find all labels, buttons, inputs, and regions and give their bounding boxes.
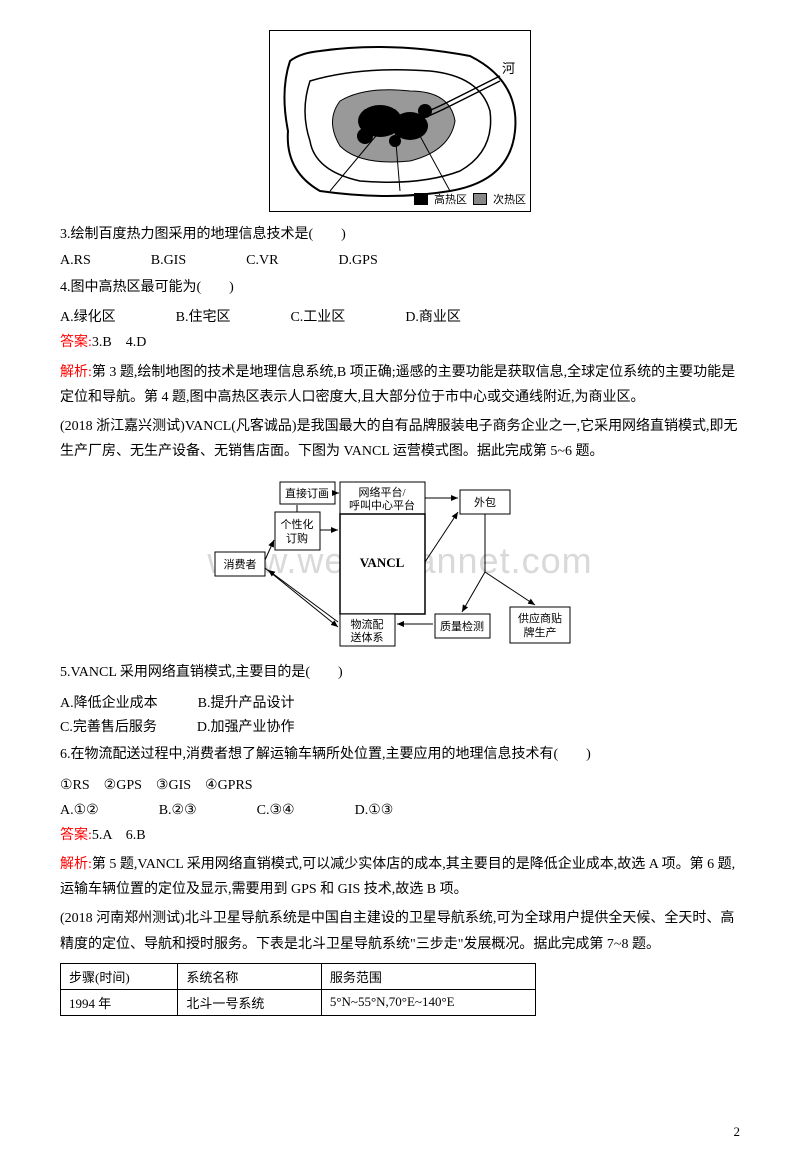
node-direct: 直接订画 — [285, 486, 329, 500]
node-quality: 质量检测 — [440, 619, 484, 633]
node-outsource: 外包 — [474, 496, 496, 509]
q5-opt-d: D.加强产业协作 — [197, 716, 295, 736]
question-6-choices: ①RS ②GPS ③GIS ④GPRS — [60, 773, 740, 798]
q6-opt-a: A.①② — [60, 802, 99, 819]
table-row: 1994 年 北斗一号系统 5°N~55°N,70°E~140°E — [61, 989, 536, 1015]
q4-opt-d: D.商业区 — [405, 306, 461, 326]
node-supplier-l2: 牌生产 — [524, 625, 557, 639]
vancl-flowchart: 消费者 个性化 订购 直接订画 网络平台/ 呼叫中心平台 VANCL 物流配 送… — [210, 472, 590, 652]
answer-label-56: 答案: — [60, 828, 92, 843]
explanation-56: 解析:第 5 题,VANCL 采用网络直销模式,可以减少实体店的成本,其主要目的… — [60, 852, 740, 902]
heatmap-legend: 高热区 次热区 — [414, 191, 526, 207]
node-platform-l1: 网络平台/ — [358, 485, 406, 499]
explanation-56-text: 第 5 题,VANCL 采用网络直销模式,可以减少实体店的成本,其主要目的是降低… — [60, 857, 735, 897]
q6-opt-d: D.①③ — [355, 802, 394, 819]
q6-opt-c: C.③④ — [257, 802, 295, 819]
table-header-row: 步骤(时间) 系统名称 服务范围 — [61, 963, 536, 989]
q6-opt-b: B.②③ — [159, 802, 197, 819]
answer-34: 答案:3.B 4.D — [60, 330, 740, 355]
heatmap-figure: 河 高热区 次热区 — [269, 30, 531, 212]
cell-range: 5°N~55°N,70°E~140°E — [321, 989, 535, 1015]
header-system: 系统名称 — [178, 963, 322, 989]
node-logistics-l2: 送体系 — [351, 630, 384, 644]
q3-opt-a: A.RS — [60, 253, 91, 269]
header-step: 步骤(时间) — [61, 963, 178, 989]
explanation-label: 解析: — [60, 365, 92, 380]
node-custom-l2: 订购 — [286, 531, 308, 545]
beidou-table: 步骤(时间) 系统名称 服务范围 1994 年 北斗一号系统 5°N~55°N,… — [60, 963, 536, 1016]
question-5: 5.VANCL 采用网络直销模式,主要目的是( ) — [60, 660, 740, 685]
q3-opt-b: B.GIS — [151, 253, 186, 269]
question-4-options: A.绿化区 B.住宅区 C.工业区 D.商业区 — [60, 306, 740, 326]
legend-label-high: 高热区 — [434, 191, 467, 207]
q3-opt-c: C.VR — [246, 253, 278, 269]
explanation-34: 解析:第 3 题,绘制地图的技术是地理信息系统,B 项正确;遥感的主要功能是获取… — [60, 360, 740, 410]
explanation-34-text: 第 3 题,绘制地图的技术是地理信息系统,B 项正确;遥感的主要功能是获取信息,… — [60, 365, 735, 405]
question-3: 3.绘制百度热力图采用的地理信息技术是( ) — [60, 222, 740, 247]
node-consumer: 消费者 — [224, 557, 257, 571]
question-6: 6.在物流配送过程中,消费者想了解运输车辆所处位置,主要应用的地理信息技术有( … — [60, 742, 740, 767]
explanation-label-56: 解析: — [60, 857, 92, 872]
cell-year: 1994 年 — [61, 989, 178, 1015]
node-supplier-l1: 供应商贴 — [518, 611, 562, 625]
node-custom-l1: 个性化 — [281, 517, 314, 531]
legend-swatch-sub — [473, 193, 487, 205]
header-range: 服务范围 — [321, 963, 535, 989]
node-platform-l2: 呼叫中心平台 — [349, 498, 415, 512]
intro-56: (2018 浙江嘉兴测试)VANCL(凡客诚品)是我国最大的自有品牌服装电子商务… — [60, 414, 740, 464]
q3-opt-d: D.GPS — [338, 253, 377, 269]
legend-swatch-high — [414, 193, 428, 205]
q4-opt-b: B.住宅区 — [176, 306, 231, 326]
question-5-options-row2: C.完善售后服务 D.加强产业协作 — [60, 716, 740, 736]
legend-label-sub: 次热区 — [493, 191, 526, 207]
q5-opt-b: B.提升产品设计 — [198, 692, 295, 712]
q5-opt-a: A.降低企业成本 — [60, 692, 158, 712]
page-number: 2 — [734, 1124, 741, 1140]
q5-opt-c: C.完善售后服务 — [60, 716, 157, 736]
question-4: 4.图中高热区最可能为( ) — [60, 275, 740, 300]
river-label: 河 — [502, 61, 515, 76]
q4-opt-c: C.工业区 — [290, 306, 345, 326]
answer-34-text: 3.B 4.D — [92, 335, 146, 350]
question-5-options-row1: A.降低企业成本 B.提升产品设计 — [60, 692, 740, 712]
question-3-options: A.RS B.GIS C.VR D.GPS — [60, 253, 740, 269]
intro-78: (2018 河南郑州测试)北斗卫星导航系统是中国自主建设的卫星导航系统,可为全球… — [60, 906, 740, 956]
question-6-options: A.①② B.②③ C.③④ D.①③ — [60, 802, 740, 819]
answer-label: 答案: — [60, 335, 92, 350]
node-logistics-l1: 物流配 — [351, 617, 384, 631]
answer-56-text: 5.A 6.B — [92, 828, 146, 843]
answer-56: 答案:5.A 6.B — [60, 823, 740, 848]
cell-system: 北斗一号系统 — [178, 989, 322, 1015]
q4-opt-a: A.绿化区 — [60, 306, 116, 326]
node-vancl: VANCL — [360, 555, 405, 570]
